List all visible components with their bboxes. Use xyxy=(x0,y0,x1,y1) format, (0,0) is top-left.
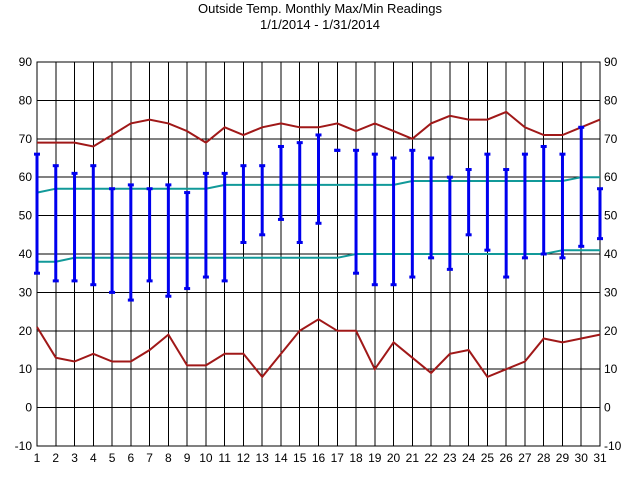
y-tick-label-left: 30 xyxy=(19,285,33,299)
y-tick-label-left: 0 xyxy=(25,401,32,415)
y-tick-label-left: -10 xyxy=(15,439,33,453)
x-tick-label: 6 xyxy=(127,451,134,465)
y-tick-label-right: 20 xyxy=(604,324,618,338)
x-tick-label: 2 xyxy=(52,451,59,465)
y-tick-label-left: 90 xyxy=(19,55,33,69)
y-tick-label-right: 10 xyxy=(604,362,618,376)
x-tick-label: 13 xyxy=(256,451,270,465)
x-tick-label: 16 xyxy=(312,451,326,465)
y-tick-label-left: 80 xyxy=(19,93,33,107)
chart-title: Outside Temp. Monthly Max/Min Readings xyxy=(198,1,442,16)
y-tick-label-right: 0 xyxy=(604,401,611,415)
x-tick-label: 7 xyxy=(146,451,153,465)
x-tick-label: 17 xyxy=(331,451,345,465)
x-tick-label: 10 xyxy=(199,451,213,465)
x-tick-label: 22 xyxy=(424,451,438,465)
y-tick-label-right: 80 xyxy=(604,93,618,107)
x-tick-label: 25 xyxy=(481,451,495,465)
x-tick-label: 23 xyxy=(443,451,457,465)
x-tick-label: 29 xyxy=(556,451,570,465)
y-tick-label-right: 50 xyxy=(604,209,618,223)
x-tick-label: 14 xyxy=(274,451,288,465)
x-tick-label: 5 xyxy=(109,451,116,465)
x-tick-label: 27 xyxy=(518,451,532,465)
x-tick-label: 20 xyxy=(387,451,401,465)
y-tick-label-left: 10 xyxy=(19,362,33,376)
x-tick-label: 12 xyxy=(237,451,251,465)
y-tick-label-left: 60 xyxy=(19,170,33,184)
x-tick-label: 26 xyxy=(499,451,513,465)
y-tick-label-left: 20 xyxy=(19,324,33,338)
y-tick-label-right: 60 xyxy=(604,170,618,184)
x-tick-label: 19 xyxy=(368,451,382,465)
chart-subtitle: 1/1/2014 - 1/31/2014 xyxy=(260,17,380,32)
record-low-line xyxy=(36,318,601,379)
x-tick-label: 9 xyxy=(184,451,191,465)
x-tick-label: 1 xyxy=(34,451,41,465)
y-tick-label-right: 30 xyxy=(604,285,618,299)
y-tick-label-right: 90 xyxy=(604,55,618,69)
y-tick-label-left: 50 xyxy=(19,209,33,223)
y-tick-label-right: 70 xyxy=(604,132,618,146)
x-tick-label: 15 xyxy=(293,451,307,465)
x-tick-label: 31 xyxy=(593,451,607,465)
y-tick-label-right: 40 xyxy=(604,247,618,261)
x-tick-label: 3 xyxy=(71,451,78,465)
x-tick-label: 21 xyxy=(406,451,420,465)
x-tick-label: 18 xyxy=(349,451,363,465)
x-tick-label: 4 xyxy=(90,451,97,465)
record-high-line xyxy=(37,110,601,148)
x-tick-label: 30 xyxy=(575,451,589,465)
x-tick-label: 24 xyxy=(462,451,476,465)
x-tick-label: 28 xyxy=(537,451,551,465)
x-tick-label: 8 xyxy=(165,451,172,465)
y-tick-label-left: 70 xyxy=(19,132,33,146)
y-tick-label-left: 40 xyxy=(19,247,33,261)
x-tick-label: 11 xyxy=(218,451,231,465)
y-tick-label-right: -10 xyxy=(604,439,622,453)
